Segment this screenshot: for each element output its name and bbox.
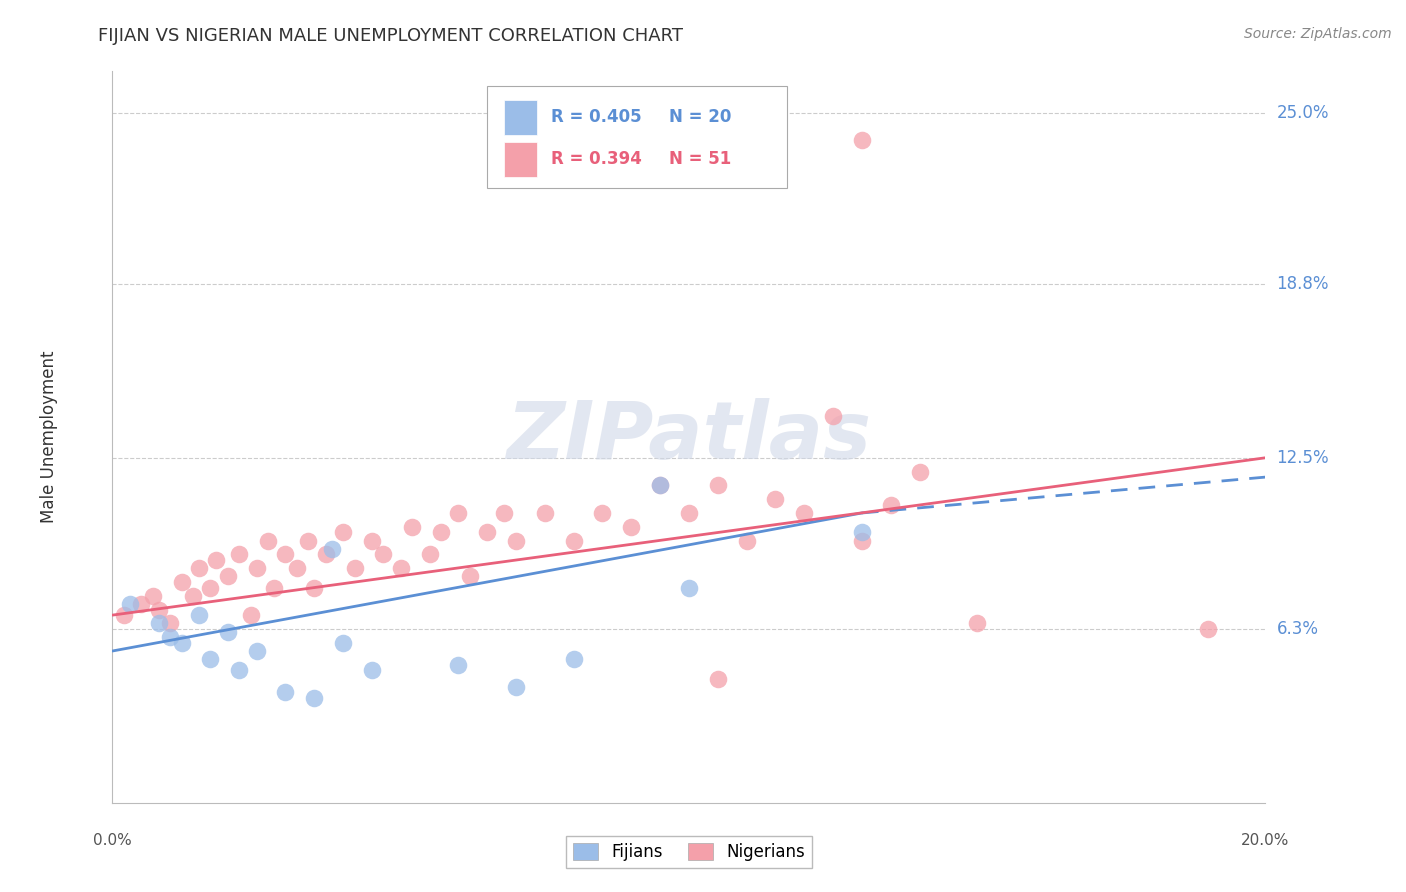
- Point: [304, 581, 326, 595]
- Text: N = 51: N = 51: [669, 150, 731, 168]
- Point: [181, 589, 204, 603]
- Point: [851, 533, 873, 548]
- Point: [401, 520, 423, 534]
- Point: [765, 492, 787, 507]
- Text: 25.0%: 25.0%: [1277, 103, 1329, 122]
- Point: [505, 680, 527, 694]
- Point: [332, 636, 354, 650]
- Point: [228, 663, 250, 677]
- Point: [707, 672, 730, 686]
- Point: [274, 548, 297, 562]
- Text: R = 0.394: R = 0.394: [551, 150, 641, 168]
- Point: [430, 525, 453, 540]
- Point: [112, 608, 135, 623]
- Point: [263, 581, 285, 595]
- Point: [419, 548, 441, 562]
- Text: Source: ZipAtlas.com: Source: ZipAtlas.com: [1244, 27, 1392, 41]
- Point: [678, 581, 700, 595]
- Point: [148, 602, 170, 616]
- Point: [851, 133, 873, 147]
- Text: 20.0%: 20.0%: [1241, 833, 1289, 848]
- Text: ZIPatlas: ZIPatlas: [506, 398, 872, 476]
- Point: [505, 533, 527, 548]
- Point: [332, 525, 354, 540]
- Point: [285, 561, 308, 575]
- Point: [851, 525, 873, 540]
- Point: [217, 569, 239, 583]
- Point: [1197, 622, 1219, 636]
- Point: [188, 561, 211, 575]
- Point: [142, 589, 165, 603]
- Point: [458, 569, 481, 583]
- Point: [159, 630, 181, 644]
- Point: [239, 608, 262, 623]
- Point: [217, 624, 239, 639]
- Point: [188, 608, 211, 623]
- Point: [148, 616, 170, 631]
- Point: [205, 553, 228, 567]
- Point: [297, 533, 319, 548]
- Text: 12.5%: 12.5%: [1277, 449, 1329, 467]
- Point: [494, 506, 516, 520]
- Point: [373, 548, 395, 562]
- Point: [200, 581, 222, 595]
- Bar: [505, 100, 537, 135]
- Point: [678, 506, 700, 520]
- Point: [389, 561, 412, 575]
- Point: [880, 498, 903, 512]
- Point: [562, 652, 585, 666]
- Point: [592, 506, 614, 520]
- Point: [447, 506, 470, 520]
- Point: [793, 506, 815, 520]
- Point: [246, 644, 269, 658]
- FancyBboxPatch shape: [488, 86, 787, 188]
- Text: 18.8%: 18.8%: [1277, 275, 1329, 293]
- Point: [707, 478, 730, 492]
- Point: [228, 548, 250, 562]
- Point: [447, 657, 470, 672]
- Point: [650, 478, 672, 492]
- Point: [304, 690, 326, 705]
- Bar: [505, 142, 537, 177]
- Point: [475, 525, 499, 540]
- Point: [321, 541, 343, 556]
- Point: [274, 685, 297, 699]
- Point: [562, 533, 585, 548]
- Text: R = 0.405: R = 0.405: [551, 109, 641, 127]
- Point: [908, 465, 931, 479]
- Point: [170, 636, 193, 650]
- Legend: Fijians, Nigerians: Fijians, Nigerians: [567, 836, 811, 868]
- Point: [735, 533, 758, 548]
- Point: [360, 533, 382, 548]
- Text: 0.0%: 0.0%: [93, 833, 132, 848]
- Point: [650, 478, 672, 492]
- Point: [170, 574, 193, 589]
- Point: [200, 652, 222, 666]
- Point: [315, 548, 337, 562]
- Text: Male Unemployment: Male Unemployment: [39, 351, 58, 524]
- Point: [257, 533, 280, 548]
- Point: [118, 597, 141, 611]
- Text: FIJIAN VS NIGERIAN MALE UNEMPLOYMENT CORRELATION CHART: FIJIAN VS NIGERIAN MALE UNEMPLOYMENT COR…: [98, 27, 683, 45]
- Point: [360, 663, 382, 677]
- Point: [821, 409, 844, 424]
- Point: [534, 506, 557, 520]
- Text: 6.3%: 6.3%: [1277, 620, 1319, 638]
- Point: [620, 520, 643, 534]
- Point: [966, 616, 988, 631]
- Point: [343, 561, 366, 575]
- Point: [129, 597, 153, 611]
- Text: N = 20: N = 20: [669, 109, 731, 127]
- Point: [159, 616, 181, 631]
- Point: [246, 561, 269, 575]
